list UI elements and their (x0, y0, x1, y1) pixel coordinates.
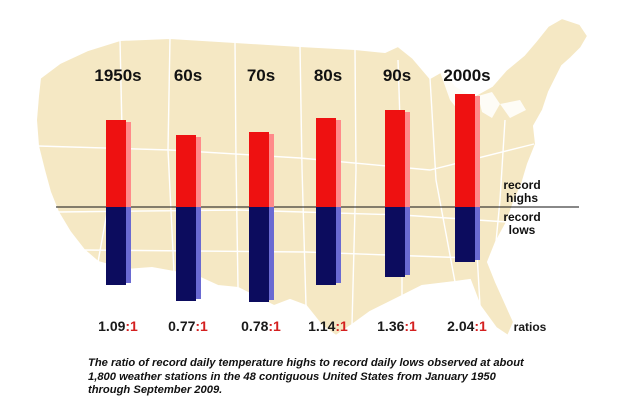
chart-caption: The ratio of record daily temperature hi… (88, 357, 524, 397)
ratio-label: 0.78:1 (241, 318, 281, 334)
lows-bar-side (269, 207, 274, 300)
highs-bar (249, 132, 269, 207)
highs-bar-side (196, 137, 201, 207)
category-label: 1950s (94, 66, 141, 85)
category-label: 70s (247, 66, 275, 85)
lows-bar-side (475, 207, 480, 260)
lows-bar-side (405, 207, 410, 275)
category-label: 2000s (443, 66, 490, 85)
us-map-background (34, 16, 590, 338)
ratio-label: 1.14:1 (308, 318, 348, 334)
highs-label-line2: highs (506, 191, 538, 205)
ratio-value: 1.36 (377, 318, 404, 334)
highs-bar (106, 120, 126, 207)
ratio-label: 0.77:1 (168, 318, 208, 334)
lows-bar-side (336, 207, 341, 283)
ratio-suffix: :1 (335, 318, 348, 334)
lows-bar (106, 207, 126, 285)
highs-bar (385, 110, 405, 207)
lows-bar (249, 207, 269, 302)
ratio-suffix: :1 (195, 318, 208, 334)
category-labels: 1950s 60s 70s 80s 90s 2000s (94, 66, 490, 85)
lows-bar (176, 207, 196, 301)
highs-bar-side (269, 134, 274, 207)
highs-bar (455, 94, 475, 207)
ratio-labels: 1.09:1 0.77:1 0.78:1 1.14:1 1.36:1 2.04:1 (98, 318, 487, 334)
ratio-label: 2.04:1 (447, 318, 487, 334)
lows-label-line2: lows (509, 223, 536, 237)
lows-bar (385, 207, 405, 277)
lows-bar (455, 207, 475, 262)
highs-bar-side (126, 122, 131, 207)
lows-bar-side (196, 207, 201, 299)
lows-bar (316, 207, 336, 285)
highs-bar-side (336, 120, 341, 207)
ratio-label: 1.09:1 (98, 318, 138, 334)
ratio-suffix: :1 (268, 318, 281, 334)
highs-bar-side (405, 112, 410, 207)
highs-bar (176, 135, 196, 207)
ratio-value: 1.14 (308, 318, 335, 334)
highs-bar-side (475, 96, 480, 207)
lows-label-line1: record (503, 210, 540, 224)
ratio-suffix: :1 (125, 318, 138, 334)
category-label: 60s (174, 66, 202, 85)
ratio-value: 0.78 (241, 318, 268, 334)
ratio-value: 2.04 (447, 318, 474, 334)
highs-bar (316, 118, 336, 207)
category-label: 90s (383, 66, 411, 85)
ratio-suffix: :1 (474, 318, 487, 334)
ratio-value: 0.77 (168, 318, 195, 334)
ratios-axis-label: ratios (514, 320, 547, 334)
lows-bar-side (126, 207, 131, 283)
great-lakes-shape (440, 70, 526, 118)
ratio-suffix: :1 (404, 318, 417, 334)
ratio-value: 1.09 (98, 318, 125, 334)
bar-group (106, 94, 480, 302)
highs-label-line1: record (503, 178, 540, 192)
ratio-label: 1.36:1 (377, 318, 417, 334)
category-label: 80s (314, 66, 342, 85)
